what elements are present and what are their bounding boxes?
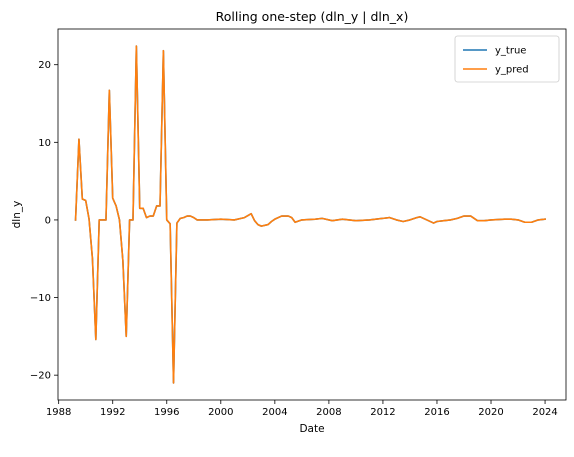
x-tick-label: 2024 [532,407,557,418]
series-line-y-pred [74,45,546,384]
plot-frame [57,28,567,401]
x-tick-label: 2004 [262,407,287,418]
x-tick-label: 2020 [478,407,503,418]
y-tick-label: 20 [38,60,51,71]
chart-title: Rolling one-step (dln_y | dln_x) [216,9,409,24]
legend: y_true y_pred [454,35,560,83]
y-axis-label: dln_y [11,201,23,229]
x-tick-label: 1992 [100,407,125,418]
y-tick-label: 10 [38,138,51,149]
y-tick-label: −20 [30,371,51,382]
x-tick-label: 2000 [208,407,233,418]
x-tick-label: 2012 [370,407,395,418]
x-tick-label: 1996 [154,407,179,418]
x-tick-label: 2008 [316,407,341,418]
legend-label-y-true: y_true [495,46,526,57]
y-axis: −20 −10 0 10 20 [30,60,58,382]
x-axis: 1988 1992 1996 2000 2004 2008 2012 2016 2020 2024 [46,400,558,418]
x-tick-label: 1988 [46,407,71,418]
legend-label-y-pred: y_pred [495,65,529,76]
legend-box [454,35,560,83]
x-axis-label: Date [299,423,324,435]
plot-area [58,29,566,400]
x-tick-label: 2016 [424,407,449,418]
y-tick-label: 0 [45,215,51,226]
y-tick-label: −10 [30,293,51,304]
series-layer [74,45,546,384]
